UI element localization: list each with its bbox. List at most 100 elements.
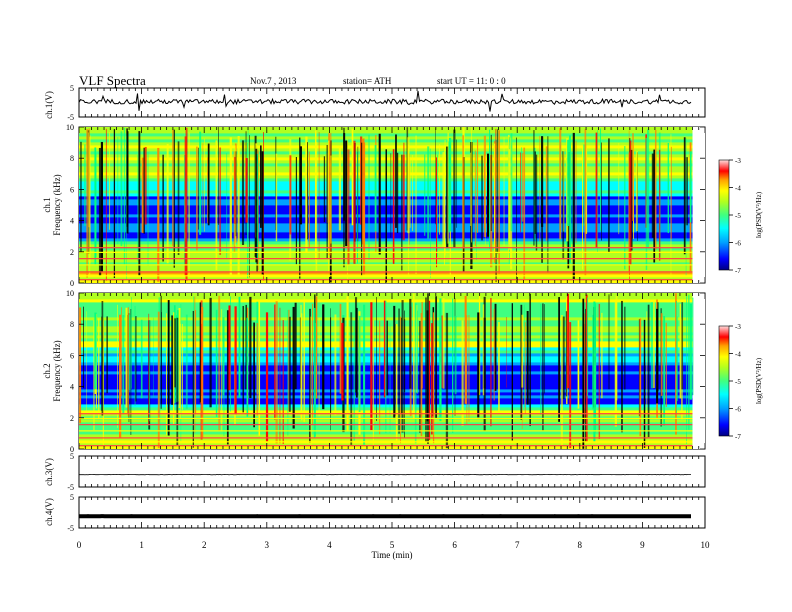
impulse-streak bbox=[299, 146, 302, 225]
impulse-streak bbox=[468, 315, 470, 422]
harmonic-line bbox=[79, 424, 693, 426]
impulse-streak bbox=[583, 144, 586, 226]
impulse-streak bbox=[461, 320, 464, 426]
ch4-waveform-ylabel: ch.4(V) bbox=[44, 498, 54, 526]
impulse-streak bbox=[600, 128, 602, 231]
impulse-streak bbox=[312, 303, 314, 424]
impulse-streak bbox=[481, 155, 483, 241]
impulse-streak bbox=[647, 129, 650, 248]
impulse-streak bbox=[516, 137, 517, 283]
impulse-streak bbox=[292, 306, 295, 429]
impulse-streak bbox=[660, 313, 663, 396]
impulse-streak bbox=[178, 307, 181, 409]
impulse-streak bbox=[558, 297, 560, 422]
impulse-streak bbox=[483, 317, 486, 389]
impulse-streak bbox=[94, 312, 97, 390]
impulse-streak bbox=[394, 324, 396, 416]
impulse-streak bbox=[442, 298, 445, 389]
impulse-streak bbox=[314, 323, 316, 437]
impulse-streak bbox=[378, 133, 381, 255]
impulse-streak bbox=[565, 311, 567, 397]
ch1-colorbar-label: log(PSD(V²/Hz) bbox=[755, 191, 763, 238]
impulse-streak bbox=[392, 149, 395, 264]
impulse-streak bbox=[160, 295, 162, 409]
impulse-streak bbox=[218, 127, 219, 225]
impulse-streak bbox=[601, 142, 602, 241]
impulse-streak bbox=[308, 151, 310, 249]
impulse-streak bbox=[386, 320, 389, 396]
impulse-streak bbox=[194, 296, 196, 434]
colorbar-tick-label: -7 bbox=[735, 433, 741, 441]
impulse-streak bbox=[360, 136, 363, 225]
impulse-streak bbox=[222, 317, 225, 396]
frequency-band bbox=[79, 139, 693, 143]
impulse-streak bbox=[539, 135, 541, 242]
impulse-streak bbox=[562, 151, 565, 260]
impulse-streak bbox=[426, 310, 429, 422]
impulse-streak bbox=[245, 158, 248, 223]
impulse-streak bbox=[490, 134, 492, 232]
impulse-streak bbox=[242, 305, 244, 413]
impulse-streak bbox=[614, 301, 617, 427]
impulse-streak bbox=[653, 149, 656, 263]
impulse-streak bbox=[679, 303, 681, 399]
impulse-streak bbox=[223, 320, 225, 437]
impulse-streak bbox=[585, 146, 588, 234]
impulse-streak bbox=[218, 295, 221, 432]
impulse-streak bbox=[152, 317, 154, 398]
impulse-streak bbox=[569, 322, 572, 449]
impulse-streak bbox=[437, 154, 438, 257]
impulse-streak bbox=[401, 154, 403, 271]
impulse-streak bbox=[246, 317, 249, 417]
impulse-streak bbox=[445, 312, 449, 449]
impulse-streak bbox=[441, 315, 443, 388]
impulse-streak bbox=[482, 304, 485, 396]
impulse-streak bbox=[495, 128, 497, 247]
impulse-streak bbox=[289, 155, 292, 235]
impulse-streak bbox=[120, 307, 122, 397]
impulse-streak bbox=[98, 147, 102, 276]
impulse-streak bbox=[577, 320, 580, 409]
impulse-streak bbox=[639, 318, 642, 437]
impulse-streak bbox=[346, 296, 349, 432]
impulse-streak bbox=[94, 153, 97, 258]
impulse-streak bbox=[358, 315, 361, 412]
impulse-streak bbox=[442, 152, 445, 247]
impulse-streak bbox=[165, 313, 167, 436]
impulse-streak bbox=[683, 137, 686, 255]
impulse-streak bbox=[435, 296, 437, 419]
ch1-waveform-ylabel: ch.1(V) bbox=[44, 91, 54, 119]
x-tick-label: 8 bbox=[578, 540, 583, 550]
impulse-streak bbox=[560, 315, 563, 448]
impulse-streak bbox=[447, 132, 449, 244]
impulse-streak bbox=[106, 316, 108, 394]
impulse-streak bbox=[83, 306, 84, 389]
impulse-streak bbox=[334, 314, 337, 416]
impulse-streak bbox=[608, 294, 610, 390]
impulse-streak bbox=[439, 144, 440, 235]
impulse-streak bbox=[524, 322, 526, 414]
impulse-streak bbox=[430, 148, 431, 278]
impulse-streak bbox=[372, 320, 374, 448]
impulse-streak bbox=[86, 311, 87, 413]
impulse-streak bbox=[303, 301, 305, 422]
impulse-streak bbox=[483, 135, 487, 238]
x-tick-label: 1 bbox=[139, 540, 144, 550]
impulse-streak bbox=[219, 147, 222, 255]
impulse-streak bbox=[466, 315, 468, 425]
impulse-streak bbox=[138, 131, 141, 276]
impulse-streak bbox=[295, 156, 297, 265]
y-tick-label: 4 bbox=[70, 383, 74, 392]
impulse-streak bbox=[409, 298, 412, 389]
impulse-streak bbox=[665, 322, 667, 407]
impulse-streak bbox=[315, 142, 318, 272]
impulse-streak bbox=[477, 139, 479, 233]
impulse-streak bbox=[84, 144, 86, 226]
impulse-streak bbox=[424, 154, 426, 236]
impulse-streak bbox=[226, 153, 228, 260]
impulse-streak bbox=[582, 298, 585, 449]
y-tick-label: -5 bbox=[67, 524, 74, 533]
impulse-streak bbox=[393, 305, 396, 418]
impulse-streak bbox=[201, 306, 204, 439]
impulse-streak bbox=[148, 313, 150, 425]
